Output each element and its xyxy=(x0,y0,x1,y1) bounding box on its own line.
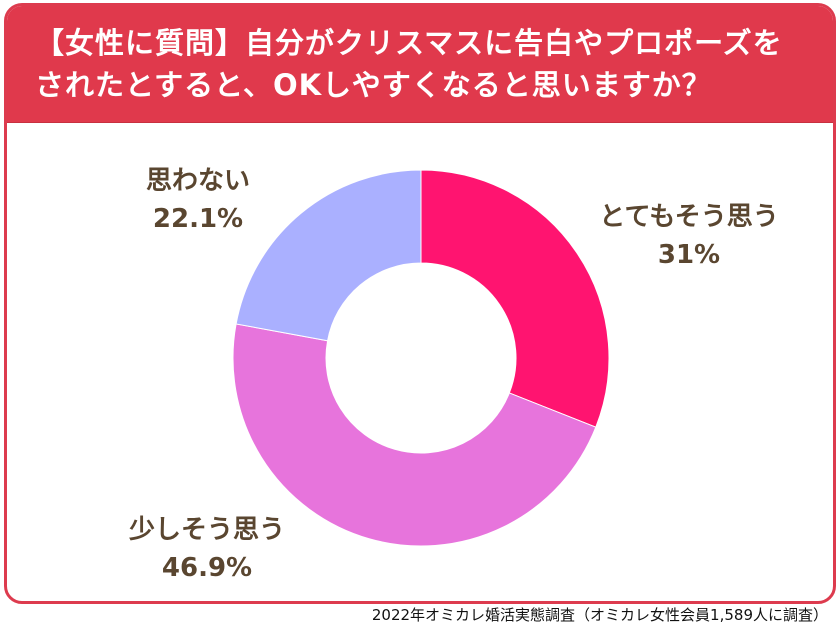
slice-label-2: 思わない 22.1% xyxy=(118,162,278,238)
chart-title: 【女性に質問】自分がクリスマスに告白やプロポーズを されたとすると、OKしやすく… xyxy=(35,26,783,102)
source-note: 2022年オミカレ婚活実態調査（オミカレ女性会員1,589人に調査） xyxy=(371,606,828,624)
donut-slice-2 xyxy=(235,169,422,342)
chart-frame: 【女性に質問】自分がクリスマスに告白やプロポーズを されたとすると、OKしやすく… xyxy=(4,3,836,604)
slice-label-1-name: 少しそう思う xyxy=(128,515,285,545)
slice-label-0-name: とてもそう思う xyxy=(599,202,779,232)
slice-label-0-value: 31% xyxy=(657,240,721,270)
slice-label-2-name: 思わない xyxy=(145,166,250,196)
title-banner: 【女性に質問】自分がクリスマスに告白やプロポーズを されたとすると、OKしやすく… xyxy=(7,6,833,123)
donut-slice-0 xyxy=(420,169,610,428)
slice-label-1: 少しそう思う 46.9% xyxy=(122,511,292,587)
slice-label-0: とてもそう思う 31% xyxy=(594,198,784,274)
slice-label-2-value: 22.1% xyxy=(152,204,244,234)
donut-slice-1 xyxy=(232,323,597,547)
slice-label-1-value: 46.9% xyxy=(161,553,253,583)
